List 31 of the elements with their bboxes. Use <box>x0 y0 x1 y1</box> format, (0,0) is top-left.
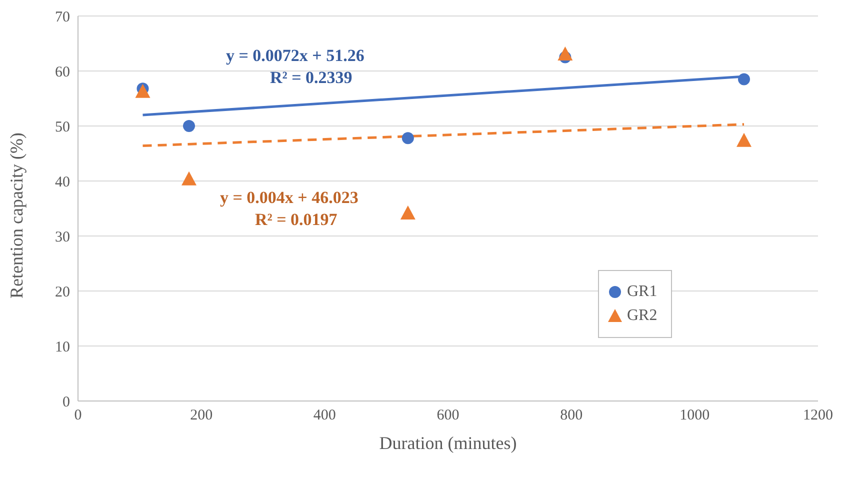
x-tick-label: 1200 <box>803 408 833 424</box>
y-tick-label: 40 <box>55 174 70 190</box>
annotation: R² = 0.2339 <box>270 68 352 88</box>
y-tick-label: 60 <box>55 64 70 80</box>
x-tick-label: 200 <box>190 408 213 424</box>
annotation: R² = 0.0197 <box>255 210 338 230</box>
point <box>135 84 150 98</box>
point <box>738 73 750 86</box>
legend-label: GR1 <box>627 283 658 301</box>
x-tick-label: 400 <box>313 408 336 424</box>
y-tick-label: 10 <box>55 339 70 356</box>
y-tick-label: 0 <box>62 394 70 410</box>
y-tick-label: 50 <box>55 119 70 136</box>
y-axis-title: Retention capacity (%) <box>6 132 26 298</box>
annotation: y = 0.0072x + 51.26 <box>226 46 364 66</box>
x-tick-label: 1000 <box>680 408 710 424</box>
y-tick-label: 20 <box>55 284 70 300</box>
point <box>182 171 196 186</box>
x-axis-title: Duration (minutes) <box>379 433 517 453</box>
point <box>558 46 573 60</box>
annotation: y = 0.004x + 46.023 <box>220 188 358 208</box>
point <box>400 205 416 220</box>
legend-label: GR2 <box>627 307 658 325</box>
point <box>183 120 195 132</box>
point <box>736 132 752 147</box>
x-tick-label: 600 <box>436 408 460 424</box>
x-tick-label: 800 <box>560 408 583 424</box>
point <box>402 132 414 144</box>
x-tick-label: 0 <box>74 408 82 424</box>
y-tick-label: 30 <box>55 229 70 246</box>
y-tick-label: 70 <box>55 9 70 26</box>
